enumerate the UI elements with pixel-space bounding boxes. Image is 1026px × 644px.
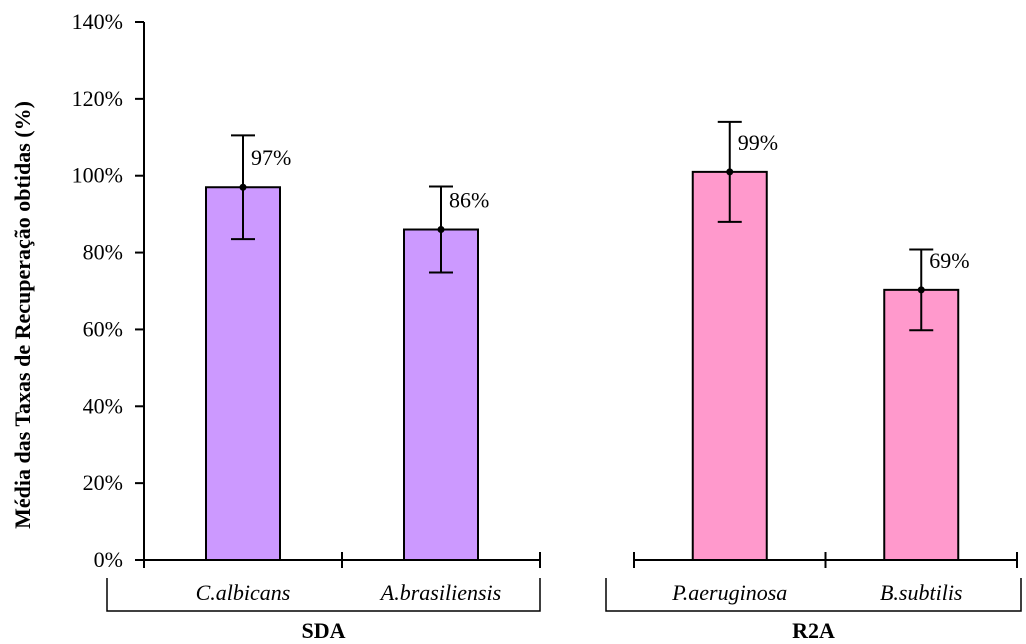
group-bracket xyxy=(106,578,541,612)
data-label: 69% xyxy=(929,248,969,273)
mean-point xyxy=(917,286,925,294)
category-label: B.subtilis xyxy=(880,580,963,605)
y-tick-label: 60% xyxy=(83,316,123,341)
y-tick-label: 0% xyxy=(94,547,123,572)
group-label: R2A xyxy=(792,618,835,643)
bar xyxy=(691,170,768,561)
bar xyxy=(403,228,479,561)
category-label: P.aeruginosa xyxy=(671,580,787,605)
panel-r2a: 99% P.aeruginosa 69% B.subtilis R2A xyxy=(605,120,1022,643)
bar xyxy=(205,186,281,561)
category-label: A.brasiliensis xyxy=(379,580,501,605)
y-tick-label: 40% xyxy=(83,393,123,418)
y-tick-label: 20% xyxy=(83,470,123,495)
group-label: SDA xyxy=(301,618,345,643)
y-tick-label: 100% xyxy=(72,163,123,188)
mean-point xyxy=(239,183,247,191)
mean-point xyxy=(437,226,445,234)
category-label: C.albicans xyxy=(196,580,291,605)
y-axis-title: Média das Taxas de Recuperação obtidas (… xyxy=(10,101,35,529)
panel-sda: 0% 20% 40% 60% 80% 100% 120% 140% 97% C.albicans 8… xyxy=(72,9,541,643)
group-bracket xyxy=(605,578,1022,612)
y-tick-label: 80% xyxy=(83,240,123,265)
data-label: 99% xyxy=(738,130,778,155)
y-tick-label: 140% xyxy=(72,9,123,34)
data-label: 86% xyxy=(449,188,489,213)
y-tick-label: 120% xyxy=(72,86,123,111)
bar xyxy=(883,288,960,561)
mean-point xyxy=(726,168,734,176)
data-label: 97% xyxy=(251,145,291,170)
